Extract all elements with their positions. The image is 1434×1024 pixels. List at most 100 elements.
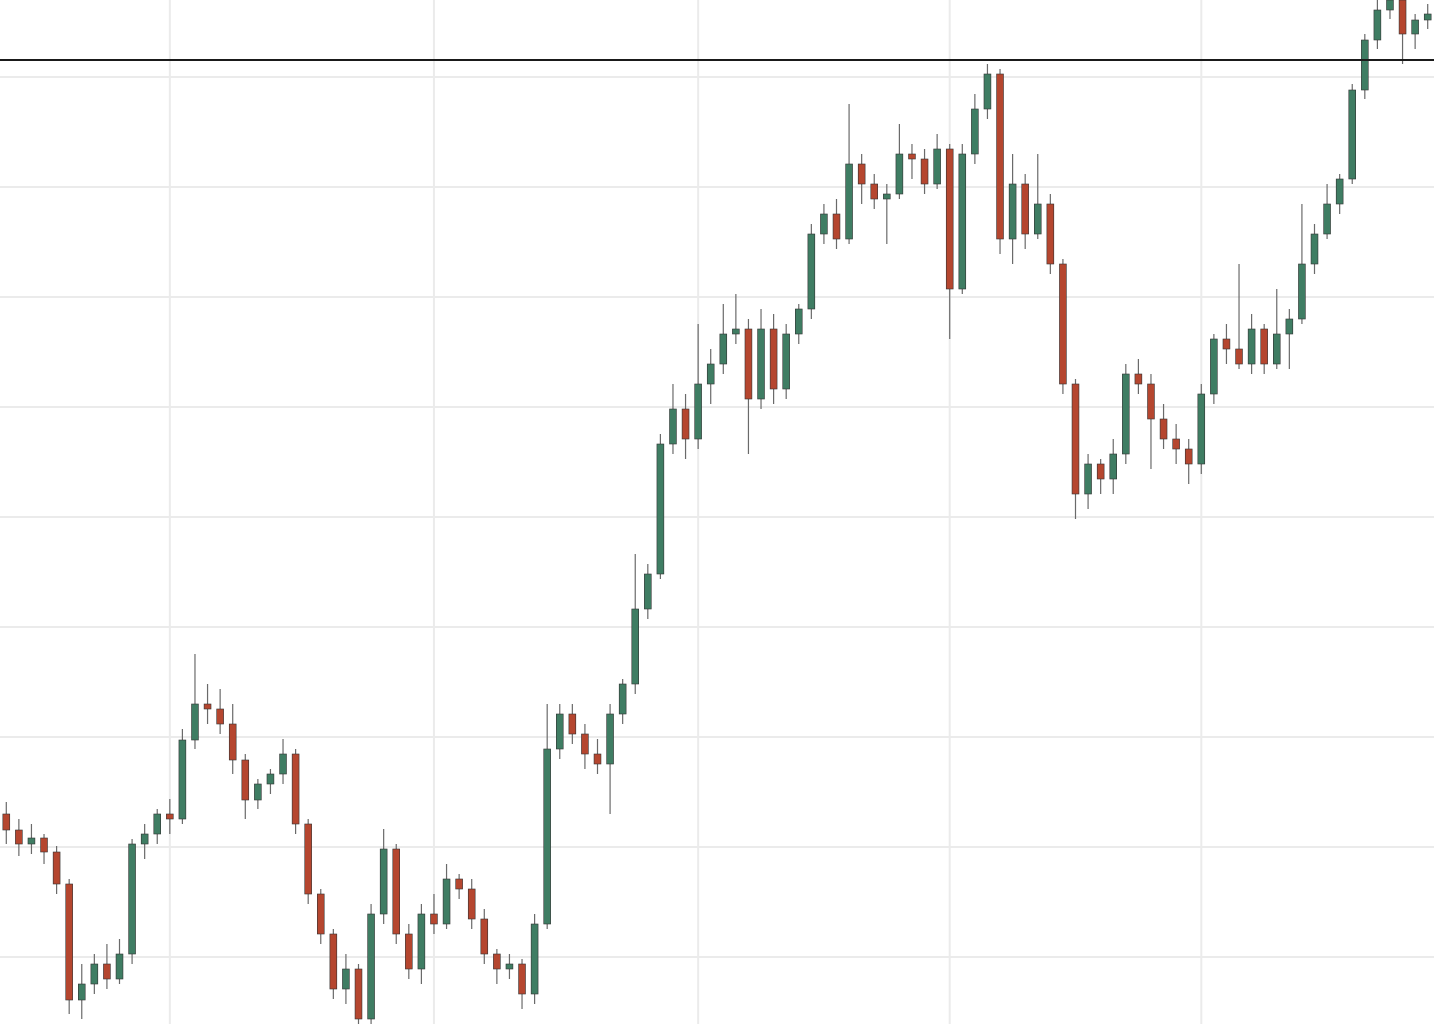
candle-body — [530, 923, 539, 995]
candle-body — [65, 883, 73, 1001]
candle-body — [480, 918, 489, 955]
candle-body — [1210, 338, 1218, 395]
candle-body — [493, 953, 501, 970]
candle-body — [417, 913, 426, 970]
candle-body — [203, 703, 212, 710]
candle-body — [744, 328, 753, 400]
candle-body — [1298, 263, 1306, 320]
candle-body — [27, 837, 36, 845]
candle-body — [115, 953, 124, 980]
candle-body — [166, 813, 174, 820]
candle-body — [1285, 318, 1294, 335]
candle-body — [1008, 183, 1017, 240]
candle-body — [392, 848, 400, 935]
candle-body — [1222, 338, 1231, 350]
candle-body — [1109, 453, 1117, 480]
candle-body — [908, 153, 916, 160]
candle-body — [945, 148, 954, 290]
candle-body — [757, 328, 765, 400]
candle-body — [870, 183, 878, 200]
candle-body — [644, 573, 652, 610]
candle-body — [581, 733, 589, 755]
candle-body — [933, 148, 941, 185]
candle-body — [706, 363, 715, 385]
candle-body — [1084, 463, 1092, 495]
candle-body — [191, 703, 199, 741]
candle-body — [1260, 328, 1268, 365]
candle-body — [15, 829, 23, 845]
candle-body — [631, 608, 639, 685]
candle-body — [128, 843, 136, 955]
candle-body — [1134, 373, 1143, 385]
candle-body — [883, 193, 891, 200]
candle-body — [807, 233, 816, 310]
candle-body — [1411, 19, 1419, 35]
candle-body — [983, 73, 992, 110]
candle-body — [216, 708, 224, 725]
candle-body — [329, 933, 338, 990]
candle-body — [593, 753, 602, 765]
candle-body — [656, 443, 665, 575]
candle-body — [455, 878, 463, 890]
candle-body — [971, 108, 979, 155]
candle-body — [1197, 393, 1206, 465]
candle-body — [1348, 89, 1356, 180]
candle-body — [556, 713, 564, 750]
candle-body — [1071, 383, 1080, 495]
candle-body — [857, 163, 866, 185]
candle-body — [1096, 463, 1105, 480]
candle-body — [317, 893, 325, 935]
candle-body — [266, 773, 275, 785]
candle-body — [1034, 203, 1042, 235]
candle-body — [304, 823, 312, 895]
candle-body — [1373, 9, 1382, 41]
candle-body — [291, 753, 300, 825]
candle-body — [543, 748, 551, 925]
candle-body — [52, 851, 61, 885]
candle-body — [1361, 39, 1369, 91]
candle-body — [782, 333, 790, 390]
candle-body — [1184, 448, 1193, 465]
candle-body — [40, 837, 48, 853]
candle-body — [1046, 203, 1055, 265]
candle-body — [719, 333, 728, 365]
candle-body — [90, 963, 99, 985]
candle-body — [795, 308, 803, 335]
candle-body — [518, 963, 526, 995]
candle-body — [1021, 183, 1029, 235]
candle-body — [895, 153, 904, 195]
candle-body — [1159, 418, 1168, 440]
candle-body — [279, 753, 287, 775]
candle-body — [681, 408, 690, 440]
candle-body — [568, 713, 577, 735]
candle-body — [1235, 348, 1243, 365]
candle-body — [228, 723, 237, 761]
candle-body — [178, 739, 187, 820]
candle-body — [1273, 333, 1281, 365]
candle-body — [606, 713, 614, 765]
candle-body — [618, 683, 627, 715]
candle-body — [694, 383, 702, 440]
candle-body — [241, 759, 250, 801]
candle-body — [920, 158, 929, 185]
candle-body — [467, 888, 476, 920]
candle-body — [367, 913, 375, 1020]
candle-body — [1247, 328, 1256, 365]
candle-body — [103, 963, 111, 980]
candle-body — [379, 848, 388, 915]
candle-body — [958, 153, 967, 290]
candle-body — [820, 213, 828, 235]
candle-body — [505, 963, 514, 970]
candle-body — [1398, 0, 1407, 35]
candle-body — [254, 783, 262, 801]
candle-body — [442, 878, 451, 925]
candle-body — [1386, 0, 1394, 11]
candle-body — [430, 913, 438, 925]
candle-body — [1335, 178, 1344, 205]
candle-body — [342, 968, 350, 990]
candle-body — [1323, 203, 1331, 235]
candle-body — [354, 968, 363, 1020]
candle-body — [732, 328, 740, 335]
